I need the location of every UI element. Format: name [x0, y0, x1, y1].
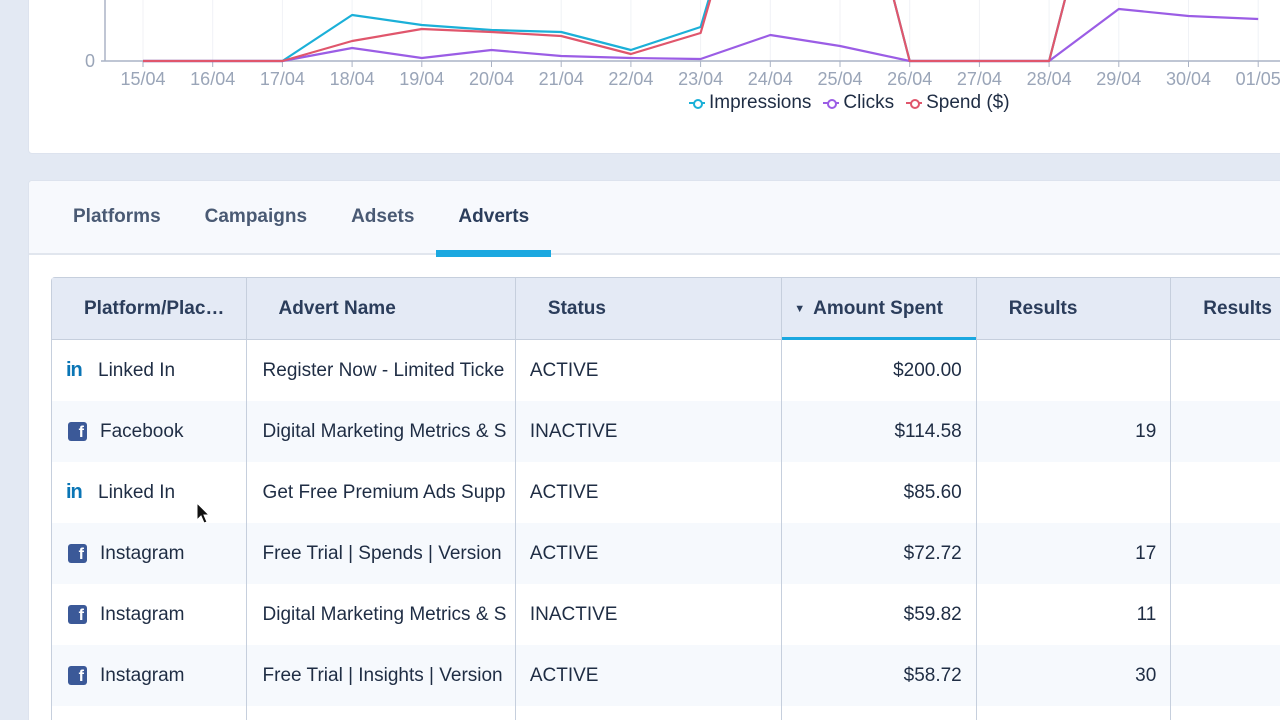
- x-tick-label: 25/04: [817, 69, 862, 89]
- column-header-platform[interactable]: Platform/Plac…: [52, 278, 247, 339]
- x-tick-label: 20/04: [469, 69, 514, 89]
- legend-clicks[interactable]: Clicks: [823, 92, 894, 114]
- spend-marker-icon: [906, 98, 923, 109]
- column-header-results-2[interactable]: Results: [1203, 297, 1272, 319]
- amount-cell: $59.82: [782, 584, 977, 645]
- chart-legend: Impressions Clicks Spend ($): [689, 92, 1010, 114]
- x-tick-label: 23/04: [678, 69, 723, 89]
- table-row[interactable]: f Instagram Free Trial | Spends | Version…: [52, 523, 1280, 584]
- column-header-amount-spent[interactable]: ▼ Amount Spent: [782, 278, 977, 340]
- breakdown-tabs: Platforms Campaigns Adsets Adverts: [29, 181, 1280, 257]
- y-tick-zero: 0: [85, 51, 95, 71]
- chart-gridlines: [142, 0, 1259, 61]
- x-tick-label: 30/04: [1166, 69, 1211, 89]
- table-header: Platform/Plac… Advert Name Status ▼ Amou…: [52, 278, 1280, 340]
- results2-cell: [1171, 340, 1280, 401]
- x-tick-label: 17/04: [260, 69, 305, 89]
- series-impressions: [143, 0, 1066, 63]
- results2-cell: [1171, 523, 1280, 584]
- results2-cell: [1171, 584, 1280, 645]
- tab-platforms[interactable]: Platforms: [73, 206, 161, 227]
- mouse-cursor-icon: [196, 502, 211, 524]
- status-cell: ACTIVE: [516, 523, 783, 584]
- x-tick-label: 26/04: [887, 69, 932, 89]
- tab-campaigns[interactable]: Campaigns: [204, 206, 308, 227]
- advert-name-cell: Digital Marketing Metrics & S: [247, 401, 516, 462]
- table-row[interactable]: f Instagram Digital Marketing Metrics & S…: [52, 584, 1280, 645]
- tab-adverts[interactable]: Adverts: [436, 181, 551, 257]
- legend-impressions[interactable]: Impressions: [689, 92, 811, 114]
- table-row[interactable]: f Facebook Digital Marketing Metrics & S …: [52, 401, 1280, 462]
- legend-label: Spend ($): [926, 92, 1010, 113]
- series-spend-: [143, 0, 1066, 63]
- results2-cell: [1171, 645, 1280, 706]
- results2-cell: [1171, 401, 1280, 462]
- legend-spend[interactable]: Spend ($): [906, 92, 1010, 114]
- adverts-table: Platform/Plac… Advert Name Status ▼ Amou…: [51, 277, 1280, 720]
- status-cell: ACTIVE: [516, 340, 783, 401]
- x-tick-label: 27/04: [957, 69, 1002, 89]
- clicks-marker-icon: [823, 98, 840, 109]
- x-tick-label: 18/04: [330, 69, 375, 89]
- amount-cell: $58.72: [782, 645, 977, 706]
- advert-name-cell: Get Free Premium Ads Supp: [247, 462, 516, 523]
- column-header-results[interactable]: Results: [977, 278, 1172, 339]
- x-tick-label: 19/04: [399, 69, 444, 89]
- table-row[interactable]: f Instagram Free Trial | Insights | Versi…: [52, 645, 1280, 706]
- x-tick-label: 16/04: [190, 69, 235, 89]
- column-header-status[interactable]: Status: [516, 278, 783, 339]
- results-cell: 11: [977, 584, 1172, 645]
- x-tick-label: 24/04: [748, 69, 793, 89]
- amount-cell: $114.58: [782, 401, 977, 462]
- legend-label: Impressions: [709, 92, 812, 113]
- facebook-icon: f: [68, 605, 87, 624]
- x-tick-label: 28/04: [1027, 69, 1072, 89]
- performance-chart-card: 0 15/04 16/04 17/04 18/04 19/04 20/04 21/04 22/…: [28, 0, 1280, 154]
- amount-cell: $72.72: [782, 523, 977, 584]
- sort-descending-icon: ▼: [794, 302, 806, 315]
- x-tick-label: 22/04: [608, 69, 653, 89]
- status-cell: INACTIVE: [516, 584, 783, 645]
- table-row[interactable]: [52, 706, 1280, 720]
- x-tick-label: 21/04: [539, 69, 584, 89]
- facebook-icon: f: [68, 666, 87, 685]
- table-row[interactable]: in Linked In Get Free Premium Ads Supp AC…: [52, 462, 1280, 523]
- x-tick-label: 01/05: [1236, 69, 1280, 89]
- amount-cell: $85.60: [782, 462, 977, 523]
- breakdown-table-card: Platforms Campaigns Adsets Adverts Platf…: [28, 180, 1280, 720]
- advert-name-cell: Free Trial | Spends | Version: [247, 523, 516, 584]
- legend-label: Clicks: [843, 92, 895, 113]
- line-chart: 0 15/04 16/04 17/04 18/04 19/04 20/04 21/04 22/…: [85, 0, 1280, 89]
- x-axis-ticks: 15/04 16/04 17/04 18/04 19/04 20/04 21/04 22/04…: [120, 61, 1280, 89]
- results-cell: 30: [977, 645, 1172, 706]
- x-tick-label: 15/04: [120, 69, 165, 89]
- results-cell: [977, 340, 1172, 401]
- amount-cell: $200.00: [782, 340, 977, 401]
- results-cell: 19: [977, 401, 1172, 462]
- table-row[interactable]: in Linked In Register Now - Limited Ticke…: [52, 340, 1280, 401]
- series-clicks: [143, 7, 1259, 63]
- results-cell: [977, 462, 1172, 523]
- linkedin-icon: in: [66, 359, 83, 381]
- tab-adsets[interactable]: Adsets: [351, 206, 415, 227]
- chart-series: [143, 0, 1259, 63]
- status-cell: INACTIVE: [516, 401, 783, 462]
- status-cell: ACTIVE: [516, 462, 783, 523]
- impressions-marker-icon: [689, 98, 705, 109]
- x-tick-label: 29/04: [1096, 69, 1141, 89]
- linkedin-icon: in: [66, 481, 83, 503]
- facebook-icon: f: [68, 544, 87, 563]
- advert-name-cell: Free Trial | Insights | Version: [247, 645, 516, 706]
- results-cell: 17: [977, 523, 1172, 584]
- advert-name-cell: Register Now - Limited Ticke: [247, 340, 516, 401]
- status-cell: ACTIVE: [516, 645, 783, 706]
- results2-cell: [1171, 462, 1280, 523]
- advert-name-cell: Digital Marketing Metrics & S: [247, 584, 516, 645]
- facebook-icon: f: [68, 422, 87, 441]
- column-header-advert-name[interactable]: Advert Name: [247, 278, 516, 339]
